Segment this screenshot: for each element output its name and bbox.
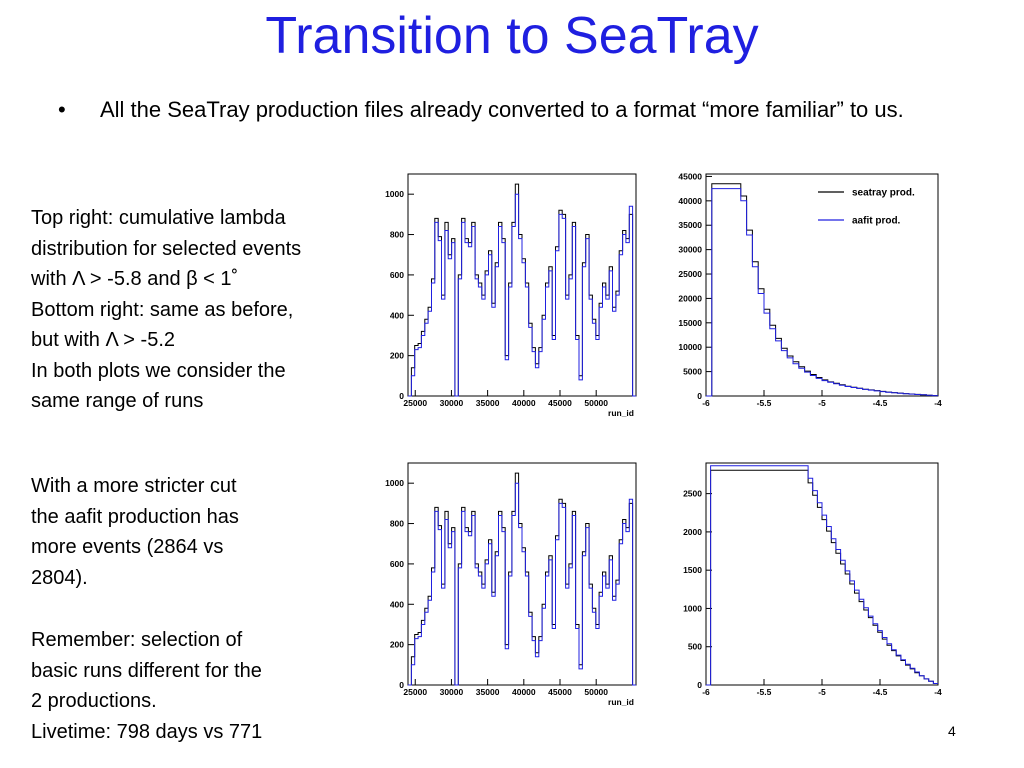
y-tick-label: 10000 xyxy=(678,342,702,352)
y-tick-label: 600 xyxy=(390,559,404,569)
page-number: 4 xyxy=(948,723,956,739)
x-tick-label: -4.5 xyxy=(873,398,888,408)
y-tick-label: 1000 xyxy=(683,603,702,613)
slide-title: Transition to SeaTray xyxy=(265,7,759,65)
y-tick-label: 0 xyxy=(697,391,702,401)
note-line: With a more stricter cut xyxy=(31,475,237,497)
note-line: more events (2864 vs xyxy=(31,536,224,558)
series-line xyxy=(408,482,636,686)
x-tick-label: -4.5 xyxy=(873,687,888,697)
y-tick-label: 35000 xyxy=(678,220,702,230)
y-tick-label: 1000 xyxy=(385,478,404,488)
x-tick-label: -6 xyxy=(702,398,710,408)
x-tick-label: -4 xyxy=(934,687,942,697)
y-tick-label: 40000 xyxy=(678,196,702,206)
note-line: Livetime: 798 days vs 771 xyxy=(31,720,263,743)
y-tick-label: 600 xyxy=(390,270,404,280)
x-tick-label: 50000 xyxy=(584,398,608,408)
legend-entry: seatray prod. xyxy=(852,188,915,199)
y-tick-label: 200 xyxy=(390,640,404,650)
y-tick-label: 0 xyxy=(697,680,702,690)
note-line: Remember: selection of xyxy=(31,629,243,651)
y-tick-label: 2000 xyxy=(683,527,702,537)
note-line: basic runs different for the xyxy=(31,659,262,682)
x-tick-label: 40000 xyxy=(512,687,536,697)
x-tick-label: 40000 xyxy=(512,398,536,408)
series-line xyxy=(408,193,636,397)
x-tick-label: 45000 xyxy=(548,687,572,697)
bullet-text: All the SeaTray production files already… xyxy=(100,97,904,122)
note-line: with Λ > -5.8 and β < 1˚ xyxy=(31,268,239,290)
plot-frame xyxy=(407,462,637,686)
y-tick-label: 0 xyxy=(399,680,404,690)
plot-frame xyxy=(407,173,637,397)
note-line: In both plots we consider the xyxy=(31,359,286,382)
x-tick-label: 50000 xyxy=(584,687,608,697)
x-tick-label: 35000 xyxy=(476,398,500,408)
y-tick-label: 0 xyxy=(399,391,404,401)
note-top: Top right: cumulative lambda distributio… xyxy=(31,203,301,417)
series-line xyxy=(706,188,938,397)
y-tick-label: 45000 xyxy=(678,171,702,181)
x-tick-label: 25000 xyxy=(403,398,427,408)
y-tick-label: 20000 xyxy=(678,293,702,303)
note-line: Top right: cumulative lambda xyxy=(31,207,286,229)
chart-runs-bottom: 0 200 400 600 800 1000 25000 30000 35000 40000 450… xyxy=(385,462,637,707)
y-tick-label: 2500 xyxy=(683,489,702,499)
x-tick-label: -5 xyxy=(818,687,826,697)
legend-entry: aafit prod. xyxy=(852,216,901,227)
y-tick-label: 400 xyxy=(390,599,404,609)
bullet-dot: • xyxy=(58,97,66,122)
x-tick-label: 30000 xyxy=(440,687,464,697)
y-tick-label: 400 xyxy=(390,310,404,320)
x-axis-label: run_id xyxy=(608,408,634,418)
series-line xyxy=(706,465,938,686)
note-line: the aafit production has xyxy=(31,505,239,528)
chart-runs-top: 0 200 400 600 800 1000 25000 30000 35000 40000 450… xyxy=(385,173,637,418)
x-axis-label: run_id xyxy=(608,697,634,707)
x-tick-label: -5.5 xyxy=(757,398,772,408)
y-tick-label: 200 xyxy=(390,351,404,361)
note-line: but with Λ > -5.2 xyxy=(31,329,175,351)
x-tick-label: 30000 xyxy=(440,398,464,408)
x-tick-label: 35000 xyxy=(476,687,500,697)
note-line: distribution for selected events xyxy=(31,237,302,260)
x-tick-label: -4 xyxy=(934,398,942,408)
y-tick-label: 800 xyxy=(390,230,404,240)
y-tick-label: 1500 xyxy=(683,565,702,575)
x-tick-label: 25000 xyxy=(403,687,427,697)
y-tick-label: 15000 xyxy=(678,318,702,328)
x-tick-label: -5.5 xyxy=(757,687,772,697)
y-tick-label: 800 xyxy=(390,519,404,529)
chart-lambda-bottom: 0 500 1000 1500 2000 2500 -6 -5.5 -5 -4.5 -4 xyxy=(683,462,942,697)
y-tick-label: 25000 xyxy=(678,269,702,279)
y-tick-label: 5000 xyxy=(683,367,702,377)
note-bottom-2: Remember: selection of basic runs differ… xyxy=(31,625,262,747)
note-line: 2804). xyxy=(31,566,88,589)
y-tick-label: 500 xyxy=(688,642,702,652)
note-line: Bottom right: same as before, xyxy=(31,298,294,321)
x-tick-label: 45000 xyxy=(548,398,572,408)
plot-frame xyxy=(705,173,939,397)
y-tick-label: 1000 xyxy=(385,189,404,199)
chart-lambda-top: 0 5000 10000 15000 20000 25000 30000 35000 40000… xyxy=(678,171,942,408)
x-tick-label: -6 xyxy=(702,687,710,697)
y-tick-label: 30000 xyxy=(678,245,702,255)
note-line: 2 productions. xyxy=(31,690,157,712)
note-line: same range of runs xyxy=(31,390,204,412)
plot-frame xyxy=(705,462,939,686)
note-bottom-1: With a more stricter cut the aafit produ… xyxy=(31,471,239,593)
x-tick-label: -5 xyxy=(818,398,826,408)
